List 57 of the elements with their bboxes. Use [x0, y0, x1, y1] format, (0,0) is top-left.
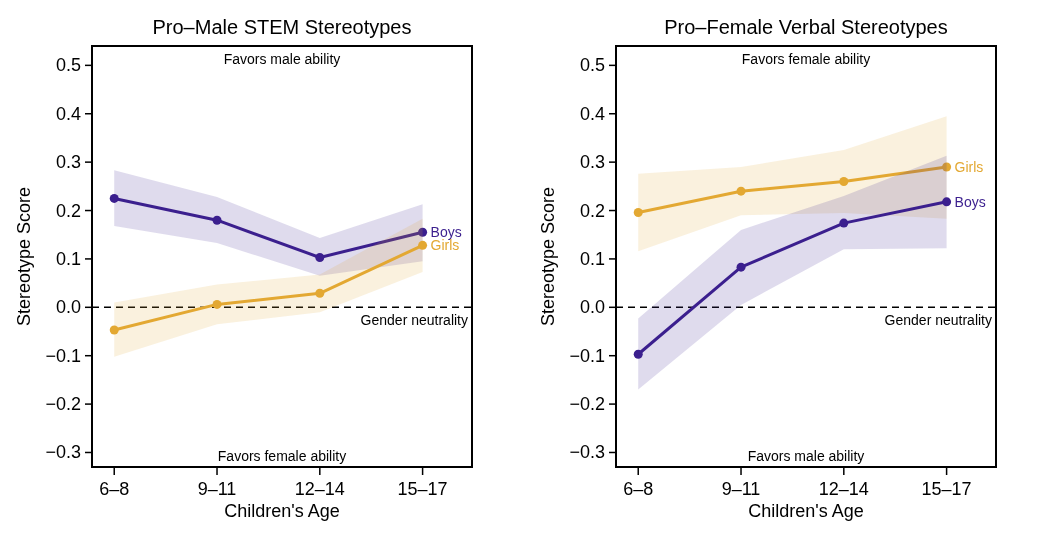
y-tick-label: −0.3 — [569, 442, 605, 463]
point — [839, 218, 849, 228]
y-axis-title: Stereotype Score — [538, 186, 558, 327]
point — [633, 207, 643, 217]
annotation: Favors female ability — [217, 448, 347, 464]
point — [212, 299, 222, 309]
series-label: Boys — [430, 224, 462, 241]
x-tick-label: 6–8 — [99, 479, 130, 499]
y-tick-label: 0.4 — [55, 103, 81, 124]
y-axis-title: Stereotype Score — [14, 186, 34, 327]
y-tick-label: 0.1 — [579, 248, 605, 269]
point — [942, 197, 952, 207]
x-axis-title: Children's Age — [748, 501, 864, 521]
chart-title: Pro–Female Verbal Stereotypes — [664, 16, 948, 38]
annotation: Favors male ability — [747, 448, 865, 464]
y-tick-label: 0.5 — [55, 55, 81, 76]
y-tick-label: 0.5 — [579, 55, 605, 76]
x-tick-label: 12–14 — [818, 479, 869, 499]
ref-line-label: Gender neutrality — [360, 312, 468, 329]
y-tick-label: −0.1 — [45, 345, 81, 366]
point — [315, 252, 325, 262]
series-label: Girls — [954, 158, 984, 175]
x-tick-label: 12–14 — [294, 479, 345, 499]
y-tick-label: −0.3 — [45, 442, 81, 463]
point — [736, 186, 746, 196]
y-tick-label: −0.1 — [569, 345, 605, 366]
annotation: Favors female ability — [741, 51, 871, 67]
y-tick-label: −0.2 — [569, 394, 605, 415]
x-tick-label: 15–17 — [921, 479, 972, 499]
x-tick-label: 9–11 — [197, 479, 237, 499]
y-tick-label: 0.0 — [55, 297, 81, 318]
ref-line-label: Gender neutrality — [884, 312, 992, 329]
y-tick-label: −0.2 — [45, 394, 81, 415]
point — [212, 215, 222, 225]
x-tick-label: 6–8 — [623, 479, 654, 499]
point — [736, 262, 746, 272]
point — [315, 288, 325, 298]
point — [839, 176, 849, 186]
y-tick-label: 0.3 — [579, 152, 605, 173]
annotation: Favors male ability — [223, 51, 341, 67]
y-tick-label: 0.1 — [55, 248, 81, 269]
x-tick-label: 15–17 — [397, 479, 448, 499]
point — [418, 240, 428, 250]
point — [633, 349, 643, 359]
y-tick-label: 0.0 — [579, 297, 605, 318]
x-tick-label: 9–11 — [721, 479, 761, 499]
point — [109, 193, 119, 203]
point — [942, 162, 952, 172]
y-tick-label: 0.4 — [579, 103, 605, 124]
series-label: Boys — [954, 193, 986, 210]
point — [418, 227, 428, 237]
x-axis-title: Children's Age — [224, 501, 340, 521]
y-tick-label: 0.2 — [55, 200, 81, 221]
y-tick-label: 0.2 — [579, 200, 605, 221]
point — [109, 325, 119, 335]
y-tick-label: 0.3 — [55, 152, 81, 173]
chart-title: Pro–Male STEM Stereotypes — [152, 16, 412, 38]
